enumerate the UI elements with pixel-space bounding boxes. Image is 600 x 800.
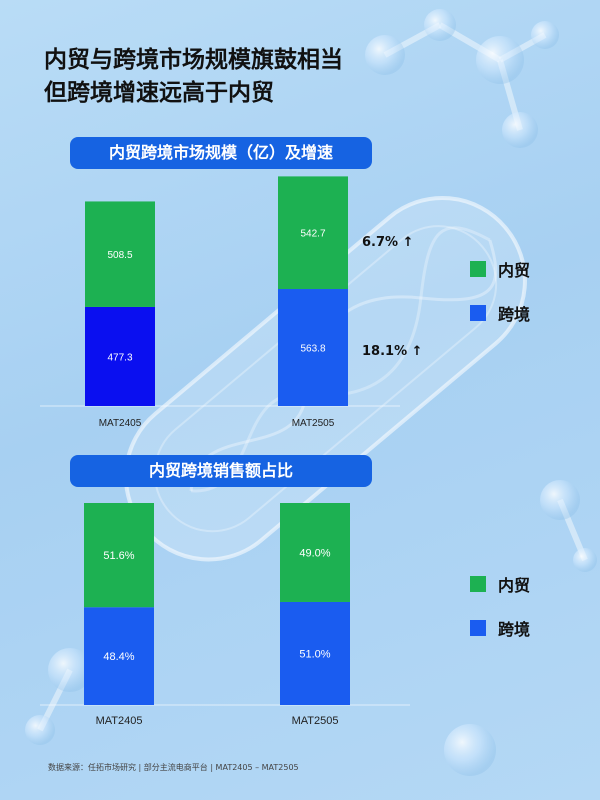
legend-label-crossborder: 跨境 bbox=[498, 620, 531, 639]
crossborder-growth-label: 18.1% ↑ bbox=[362, 344, 423, 359]
data-label: 542.7 bbox=[300, 229, 325, 240]
bar-crossborder-MAT2505 bbox=[280, 601, 350, 705]
legend-swatch-domestic bbox=[470, 261, 486, 277]
data-label: 508.5 bbox=[107, 250, 132, 261]
data-label: 49.0% bbox=[299, 547, 330, 559]
bar-crossborder-MAT2505 bbox=[278, 289, 348, 406]
bar-domestic-MAT2505 bbox=[280, 503, 350, 602]
chart1-legend: 内贸 跨境 bbox=[470, 258, 530, 346]
data-label: 51.6% bbox=[103, 550, 134, 562]
bar-domestic-MAT2405 bbox=[85, 201, 155, 307]
domestic-growth-label: 6.7% ↑ bbox=[362, 235, 414, 250]
legend-item-domestic: 内贸 bbox=[470, 258, 530, 280]
legend-swatch-crossborder bbox=[470, 305, 486, 321]
x-tick-label: MAT2505 bbox=[292, 418, 335, 429]
bar-crossborder-MAT2405 bbox=[85, 306, 155, 406]
data-label: 51.0% bbox=[299, 648, 330, 660]
bar-domestic-MAT2505 bbox=[278, 176, 348, 290]
legend-swatch-domestic bbox=[470, 576, 486, 592]
data-source-note: 数据来源：任拓市场研究 | 部分主流电商平台 | MAT2405 – MAT25… bbox=[48, 763, 299, 772]
bar-crossborder-MAT2405 bbox=[84, 607, 154, 705]
chart2-title-pill: 内贸跨境销售额占比 bbox=[70, 455, 372, 487]
legend-item-crossborder: 跨境 bbox=[470, 302, 530, 324]
legend-label-domestic: 内贸 bbox=[498, 261, 531, 280]
legend-label-domestic: 内贸 bbox=[498, 576, 531, 595]
data-label: 477.3 bbox=[107, 352, 132, 363]
data-label: 48.4% bbox=[103, 651, 134, 663]
legend-swatch-crossborder bbox=[470, 620, 486, 636]
legend-label-crossborder: 跨境 bbox=[498, 305, 531, 324]
chart1-title-pill: 内贸跨境市场规模（亿）及增速 bbox=[70, 137, 372, 169]
data-label: 563.8 bbox=[300, 344, 325, 355]
chart2-legend: 内贸 跨境 bbox=[470, 573, 530, 661]
x-tick-label: MAT2405 bbox=[99, 418, 142, 429]
x-tick-label: MAT2505 bbox=[292, 715, 339, 727]
x-tick-label: MAT2405 bbox=[96, 715, 143, 727]
legend-item-domestic: 内贸 bbox=[470, 573, 530, 595]
page-title: 内贸与跨境市场规模旗鼓相当 但跨境增速远高于内贸 bbox=[44, 47, 343, 106]
legend-item-crossborder: 跨境 bbox=[470, 617, 530, 639]
bar-domestic-MAT2405 bbox=[84, 503, 154, 608]
